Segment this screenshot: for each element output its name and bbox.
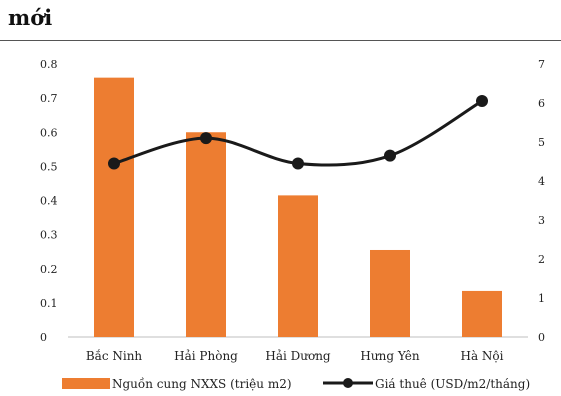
legend: Nguồn cung NXXS (triệu m2) Giá thuê (USD/…	[62, 376, 530, 391]
line-path	[114, 101, 482, 165]
bar-series	[94, 78, 502, 337]
y-left-tick-label: 0.7	[40, 92, 58, 105]
y-left-tick-label: 0.8	[40, 58, 58, 71]
line-point	[476, 95, 488, 107]
y-right-tick-label: 7	[538, 58, 545, 71]
category-label: Hải Phòng	[174, 349, 238, 363]
bar	[370, 250, 410, 337]
y-right-tick-label: 3	[538, 214, 545, 227]
y-left-tick-label: 0	[40, 331, 47, 344]
y-left-tick-label: 0.4	[40, 195, 58, 208]
y-right-tick-label: 0	[538, 331, 545, 344]
y-right-tick-label: 5	[538, 136, 545, 149]
bar	[462, 291, 502, 337]
category-label: Hà Nội	[461, 349, 504, 363]
y-left-tick-label: 0.3	[40, 229, 58, 242]
bar	[278, 195, 318, 337]
category-label: Bắc Ninh	[86, 348, 143, 363]
legend-swatch-bar	[62, 378, 110, 389]
line-point	[384, 150, 396, 162]
category-labels: Bắc Ninh Hải Phòng Hải Dương Hưng Yên Hà Nội	[86, 348, 504, 363]
line-point	[200, 132, 212, 144]
line-point	[292, 157, 304, 169]
line-series	[108, 95, 488, 169]
bar	[94, 78, 134, 337]
legend-label-line: Giá thuê (USD/m2/tháng)	[375, 377, 530, 391]
category-label: Hưng Yên	[360, 349, 419, 363]
legend-label-bar: Nguồn cung NXXS (triệu m2)	[112, 376, 292, 391]
y-left-tick-label: 0.6	[40, 126, 58, 139]
y-right-tick-label: 6	[538, 97, 545, 110]
y-right-tick-label: 4	[538, 175, 545, 188]
category-label: Hải Dương	[265, 349, 331, 363]
y-left-tick-label: 0.2	[40, 263, 58, 276]
bar	[186, 132, 226, 337]
y-left-tick-label: 0.1	[40, 297, 58, 310]
y-right-tick-label: 2	[538, 253, 545, 266]
y-right-tick-label: 1	[538, 292, 545, 305]
y-left-tick-label: 0.5	[40, 160, 58, 173]
line-point	[108, 157, 120, 169]
legend-swatch-marker	[343, 378, 353, 388]
